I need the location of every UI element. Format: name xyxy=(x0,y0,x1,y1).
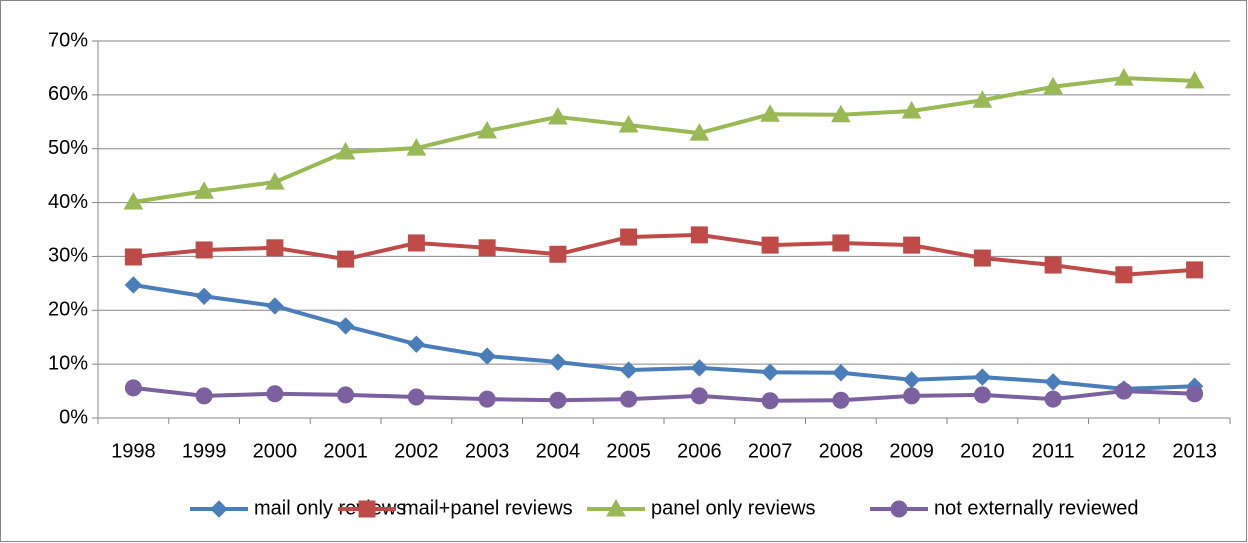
legend-label: mail+panel reviews xyxy=(402,497,573,519)
marker xyxy=(266,385,284,403)
x-tick-label: 2011 xyxy=(1032,440,1075,462)
y-tick-label: 10% xyxy=(48,352,88,374)
marker xyxy=(903,387,921,405)
y-tick-label: 50% xyxy=(48,137,88,159)
marker xyxy=(195,287,213,305)
marker xyxy=(831,104,851,123)
x-tick-label: 2013 xyxy=(1172,440,1217,462)
x-tick-label: 2006 xyxy=(677,440,722,462)
marker xyxy=(123,192,144,210)
x-tick-label: 2003 xyxy=(465,440,510,462)
marker xyxy=(478,239,496,257)
marker xyxy=(618,114,639,133)
x-tick-label: 2012 xyxy=(1102,440,1147,462)
marker xyxy=(337,386,355,404)
x-tick-label: 2001 xyxy=(323,440,368,462)
marker xyxy=(407,335,426,353)
marker xyxy=(832,234,850,252)
marker xyxy=(407,234,425,252)
x-tick-label: 2002 xyxy=(394,440,439,462)
marker xyxy=(124,379,142,397)
marker xyxy=(1044,373,1062,391)
marker xyxy=(972,90,993,108)
legend-label: panel only reviews xyxy=(651,497,816,519)
marker xyxy=(337,250,355,268)
legend-marker xyxy=(890,500,908,518)
series-line xyxy=(133,232,1195,277)
marker xyxy=(690,359,709,377)
marker xyxy=(1115,382,1133,400)
y-tick-label: 60% xyxy=(48,83,88,105)
y-tick-label: 0% xyxy=(59,406,88,428)
marker xyxy=(761,392,779,410)
y-tick-label: 40% xyxy=(48,191,88,213)
legend-marker xyxy=(358,500,376,518)
marker xyxy=(832,391,850,409)
marker xyxy=(761,363,779,381)
marker xyxy=(973,368,992,386)
x-tick-label: 2007 xyxy=(748,440,793,462)
marker xyxy=(335,141,356,160)
marker xyxy=(620,228,638,246)
marker xyxy=(336,317,355,335)
marker xyxy=(1186,385,1204,403)
marker xyxy=(973,386,991,404)
x-tick-label: 2009 xyxy=(889,440,934,462)
marker xyxy=(620,390,638,408)
marker xyxy=(195,387,213,405)
marker xyxy=(124,276,143,294)
marker xyxy=(266,297,284,315)
series-line xyxy=(133,385,1195,403)
marker xyxy=(1043,76,1063,95)
marker xyxy=(760,104,780,122)
marker xyxy=(1044,390,1062,408)
legend-marker xyxy=(606,498,626,517)
marker xyxy=(973,249,991,267)
legend-marker xyxy=(210,500,228,518)
marker xyxy=(549,391,567,409)
marker xyxy=(901,100,922,119)
marker xyxy=(1186,261,1204,279)
x-tick-label: 1998 xyxy=(111,440,156,462)
x-tick-label: 1999 xyxy=(182,440,227,462)
marker xyxy=(549,245,567,263)
marker xyxy=(266,239,284,257)
marker xyxy=(1044,256,1062,274)
marker xyxy=(195,241,213,259)
marker xyxy=(689,123,710,141)
marker xyxy=(477,120,497,139)
legend-label: not externally reviewed xyxy=(934,497,1139,519)
marker xyxy=(124,248,142,266)
series-line xyxy=(133,282,1195,391)
marker xyxy=(1115,266,1133,284)
marker xyxy=(1184,70,1205,89)
marker xyxy=(478,347,496,365)
y-tick-label: 20% xyxy=(48,299,88,321)
marker xyxy=(406,138,427,156)
marker xyxy=(549,353,567,371)
marker xyxy=(1114,68,1134,86)
marker xyxy=(407,388,425,406)
marker xyxy=(832,364,850,382)
x-tick-label: 2000 xyxy=(253,440,298,462)
x-tick-label: 2010 xyxy=(960,440,1005,462)
x-tick-label: 2008 xyxy=(819,440,864,462)
series-line xyxy=(133,76,1195,205)
marker xyxy=(548,106,568,125)
y-tick-label: 70% xyxy=(48,29,88,51)
marker xyxy=(690,387,708,405)
marker xyxy=(619,361,638,379)
y-tick-label: 30% xyxy=(48,245,88,267)
marker xyxy=(690,226,708,244)
marker xyxy=(761,236,779,254)
x-tick-label: 2004 xyxy=(536,440,581,462)
x-tick-label: 2005 xyxy=(606,440,651,462)
marker xyxy=(265,172,285,190)
marker xyxy=(903,236,921,254)
marker xyxy=(478,390,496,408)
marker xyxy=(194,181,214,199)
